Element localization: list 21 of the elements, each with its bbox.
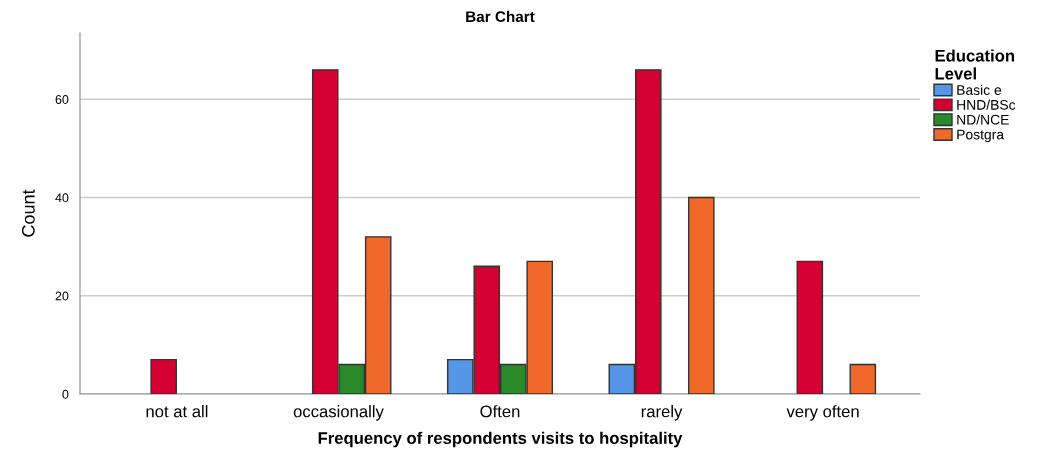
x-tick-label: very often: [786, 405, 859, 421]
y-tick-label: 60: [55, 95, 69, 104]
x-tick-label: occasionally: [293, 405, 384, 421]
chart-title: Bar Chart: [466, 10, 535, 23]
y-tick-label: 40: [55, 193, 69, 203]
y-tick-label: 0: [62, 389, 69, 399]
y-axis-title: Count: [21, 189, 35, 237]
legend-label: Postgra: [957, 129, 1005, 143]
x-tick-label: not at all: [146, 405, 208, 418]
bar: [150, 358, 177, 394]
y-tick-label: 20: [55, 291, 69, 301]
legend-title: Education Level: [935, 49, 1015, 80]
x-axis-title: Frequency of respondents visits to hospitality: [318, 431, 683, 448]
x-tick-label: rarely: [641, 405, 683, 421]
legend-label: ND/NCE: [957, 114, 1009, 125]
bar: [849, 363, 877, 394]
bar: [796, 260, 824, 394]
x-tick-label: Often: [480, 405, 520, 418]
bar: [687, 196, 715, 394]
legend-label: Basic e: [957, 84, 1002, 95]
legend-label: HND/BSc: [957, 99, 1016, 110]
